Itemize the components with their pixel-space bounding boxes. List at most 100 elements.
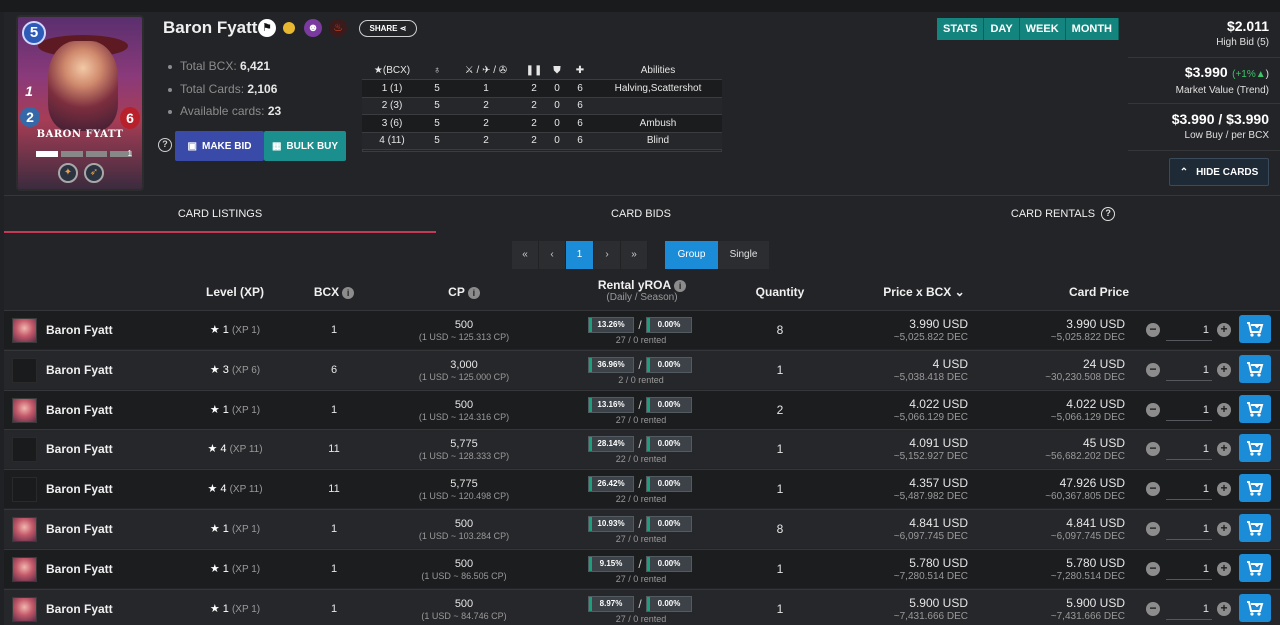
decrease-quantity-button[interactable]: − <box>1146 561 1160 576</box>
tab-card-rentals[interactable]: CARD RENTALS ? <box>846 196 1280 233</box>
help-icon[interactable]: ? <box>158 138 172 152</box>
listing-price-bcx: 5.780 USD ~7,280.514 DEC <box>844 556 968 584</box>
add-to-cart-button[interactable] <box>1239 593 1271 622</box>
col-level[interactable]: Level (XP) <box>205 285 265 299</box>
add-to-cart-button[interactable] <box>1239 514 1271 542</box>
increase-quantity-button[interactable]: + <box>1217 601 1231 616</box>
buy-quantity-input[interactable]: 1 <box>1166 598 1212 620</box>
col-cp[interactable]: CP i <box>424 285 504 299</box>
add-to-cart-button[interactable] <box>1239 474 1271 503</box>
buy-quantity-input[interactable]: 1 <box>1166 518 1212 540</box>
decrease-quantity-button[interactable]: − <box>1146 601 1160 616</box>
col-rental-sub: (Daily / Season) <box>606 292 678 303</box>
listing-bcx: 1 <box>330 523 338 535</box>
add-to-cart-button[interactable] <box>1239 434 1271 463</box>
listing-price-bcx: 4.357 USD ~5,487.982 DEC <box>844 476 968 504</box>
listing-row[interactable]: Baron Fyatt ★ 1 (XP 1) 1 500 (1 USD ~ 124.31… <box>4 389 1280 429</box>
buy-quantity-input[interactable]: 1 <box>1166 438 1212 461</box>
bulk-buy-button[interactable]: ▦ BULK BUY <box>264 131 346 161</box>
tab-day[interactable]: DAY <box>984 18 1020 40</box>
listing-row[interactable]: Baron Fyatt ★ 3 (XP 6) 6 3,000 (1 USD ~ 125.… <box>4 349 1280 389</box>
stats-cell: 5 <box>434 117 440 129</box>
listing-card-price: 24 USD ~30,230.508 DEC <box>1004 357 1125 385</box>
col-price-bcx[interactable]: Price x BCX ⌄ <box>874 285 974 299</box>
page-current-button[interactable]: 1 <box>566 241 594 269</box>
listing-name[interactable]: Baron Fyatt <box>46 601 113 616</box>
info-icon[interactable]: i <box>342 286 355 299</box>
info-icon[interactable]: i <box>674 279 687 292</box>
listing-name[interactable]: Baron Fyatt <box>46 402 113 417</box>
decrease-quantity-button[interactable]: − <box>1146 442 1160 457</box>
tab-card-bids[interactable]: CARD BIDS <box>611 208 671 220</box>
increase-quantity-button[interactable]: + <box>1217 561 1231 576</box>
stats-cell: 0 <box>554 117 560 129</box>
single-toggle-button[interactable]: Single <box>718 241 769 269</box>
info-icon[interactable]: i <box>467 286 480 299</box>
page-first-button[interactable]: « <box>512 241 539 269</box>
tab-card-listings[interactable]: CARD LISTINGS <box>177 208 263 220</box>
increase-quantity-button[interactable]: + <box>1217 323 1231 337</box>
add-to-cart-button[interactable] <box>1239 354 1271 383</box>
low-buy-block: $3.990 / $3.990 Low Buy / per BCX <box>1172 111 1269 141</box>
listing-name[interactable]: Baron Fyatt <box>46 362 113 377</box>
listing-card-price: 5.900 USD ~7,431.666 DEC <box>1004 596 1125 624</box>
stats-header-row: ★(BCX) ♁ ⚔ / ✈ / ✇ ❚❚ ⛊ ✚ Abilities <box>362 62 722 80</box>
buy-quantity-input[interactable]: 1 <box>1166 359 1212 381</box>
decrease-quantity-button[interactable]: − <box>1146 323 1160 337</box>
daily-roa: 28.14% <box>588 436 634 453</box>
page-next-button[interactable]: › <box>594 241 621 269</box>
make-bid-button[interactable]: ▣ MAKE BID <box>175 131 264 161</box>
col-bcx[interactable]: BCX i <box>304 285 364 299</box>
calculator-icon: ▦ <box>271 140 282 152</box>
buy-quantity-input[interactable]: 1 <box>1166 558 1212 580</box>
increase-quantity-button[interactable]: + <box>1217 362 1231 377</box>
add-to-cart-button[interactable] <box>1239 394 1271 423</box>
card-image[interactable]: 5 1 2 6 BARON FYATT 1 ✦ ➶ <box>16 15 144 191</box>
listing-name[interactable]: Baron Fyatt <box>46 482 113 497</box>
share-button[interactable]: SHARE ⋖ <box>359 20 417 37</box>
listing-row[interactable]: Baron Fyatt ★ 1 (XP 1) 1 500 (1 USD ~ 86.505… <box>4 548 1280 588</box>
decrease-quantity-button[interactable]: − <box>1146 362 1160 377</box>
listing-name[interactable]: Baron Fyatt <box>46 522 113 536</box>
decrease-quantity-button[interactable]: − <box>1146 522 1160 536</box>
buy-quantity-input[interactable]: 1 <box>1166 478 1212 501</box>
card-thumbnail <box>12 517 37 542</box>
listing-quantity: 1 <box>776 442 784 457</box>
col-quantity[interactable]: Quantity <box>755 285 805 299</box>
price-bcx-dec: ~6,097.745 DEC <box>893 531 968 542</box>
daily-roa: 10.93% <box>588 516 634 532</box>
decrease-quantity-button[interactable]: − <box>1146 482 1160 497</box>
listing-quantity: 1 <box>776 362 784 377</box>
col-card-price[interactable]: Card Price <box>1068 285 1130 299</box>
listing-row[interactable]: Baron Fyatt ★ 4 (XP 11) 11 5,775 (1 USD ~ 12… <box>4 429 1280 469</box>
tab-month[interactable]: MONTH <box>1065 18 1119 40</box>
stats-cell: 0 <box>554 135 560 147</box>
tab-week[interactable]: WEEK <box>1019 18 1066 40</box>
listing-row[interactable]: Baron Fyatt ★ 1 (XP 1) 1 500 (1 USD ~ 103.28… <box>4 509 1280 548</box>
cp-rate: (1 USD ~ 120.498 CP) <box>418 491 510 502</box>
listing-name[interactable]: Baron Fyatt <box>46 561 113 576</box>
tab-stats[interactable]: STATS <box>937 18 985 40</box>
stats-cell: 2 <box>483 117 489 129</box>
page-last-button[interactable]: » <box>621 241 648 269</box>
increase-quantity-button[interactable]: + <box>1217 402 1231 417</box>
hide-cards-button[interactable]: ⌃ HIDE CARDS <box>1169 158 1269 186</box>
add-to-cart-button[interactable] <box>1239 553 1271 582</box>
increase-quantity-button[interactable]: + <box>1217 482 1231 497</box>
listing-row[interactable]: Baron Fyatt ★ 4 (XP 11) 11 5,775 (1 USD ~ 12… <box>4 469 1280 509</box>
buy-quantity-input[interactable]: 1 <box>1166 399 1212 421</box>
col-rental[interactable]: Rental yROA i (Daily / Season) <box>577 278 707 303</box>
add-to-cart-button[interactable] <box>1239 315 1271 343</box>
page-prev-button[interactable]: ‹ <box>539 241 566 269</box>
buy-quantity-input[interactable]: 1 <box>1166 319 1212 341</box>
card-price-usd: 5.900 USD <box>1066 595 1125 610</box>
help-icon[interactable]: ? <box>1101 207 1116 222</box>
increase-quantity-button[interactable]: + <box>1217 442 1231 457</box>
increase-quantity-button[interactable]: + <box>1217 522 1231 536</box>
group-toggle-button[interactable]: Group <box>665 241 718 269</box>
listing-row[interactable]: Baron Fyatt ★ 1 (XP 1) 1 500 (1 USD ~ 125.31… <box>4 310 1280 349</box>
listing-name[interactable]: Baron Fyatt <box>46 323 113 337</box>
listing-name[interactable]: Baron Fyatt <box>46 442 113 457</box>
decrease-quantity-button[interactable]: − <box>1146 402 1160 417</box>
listing-row[interactable]: Baron Fyatt ★ 1 (XP 1) 1 500 (1 USD ~ 84.746… <box>4 588 1280 625</box>
